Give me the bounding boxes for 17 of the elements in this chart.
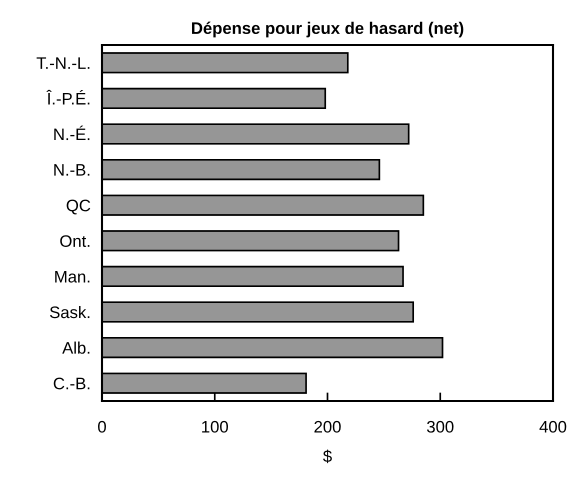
y-tick-label: N.-B. [54, 164, 90, 176]
y-tick-label: C.-B. [54, 378, 90, 390]
x-tick-label: 400 [539, 420, 566, 433]
x-tick-label: 300 [426, 420, 454, 433]
y-tick-label: Ont. [60, 235, 90, 248]
y-tick-label: Man. [55, 270, 90, 283]
y-tick-label: Sask. [50, 306, 90, 318]
y-tick-label: T.-N.-L. [36, 57, 90, 69]
y-tick-label: N.-É. [54, 126, 90, 140]
y-tick-label: Î.-P.É. [46, 90, 90, 104]
x-tick-label: 0 [98, 420, 106, 433]
chart-title: Dépense pour jeux de hasard (net) [192, 22, 464, 38]
y-tick-label: QC [66, 200, 90, 214]
y-tick-label: Alb. [62, 342, 90, 354]
x-tick-label: 200 [314, 420, 341, 433]
x-axis-title: $ [323, 450, 332, 464]
x-tick-label: 100 [202, 420, 228, 433]
